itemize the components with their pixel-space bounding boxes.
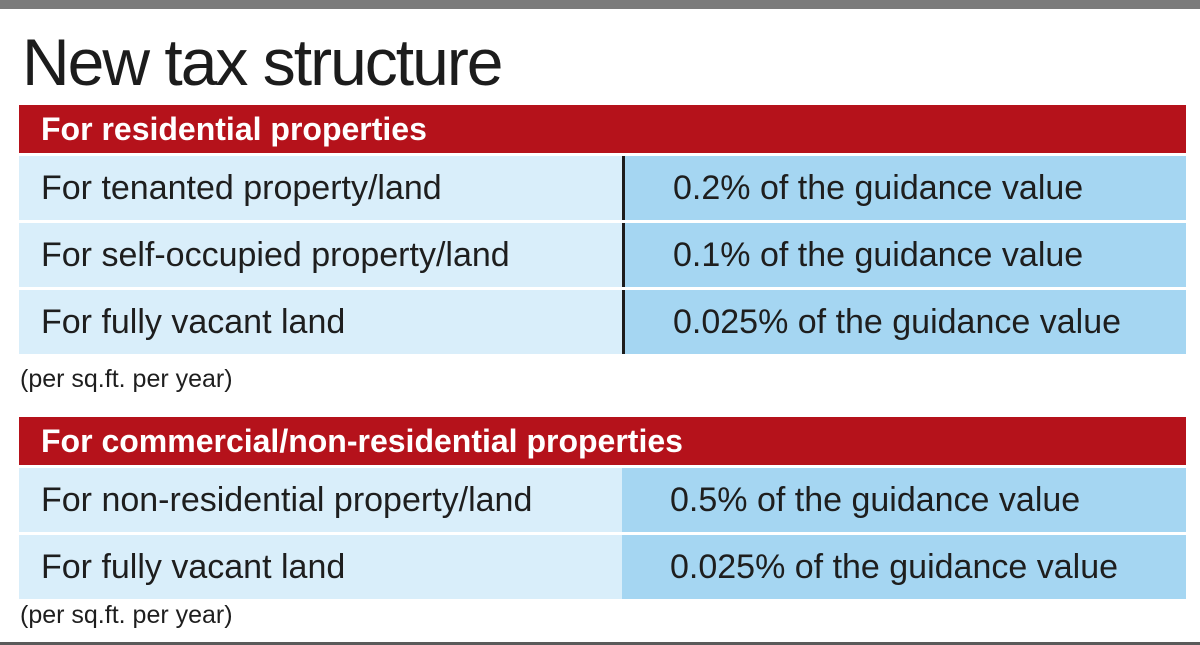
row-value: 0.025% of the guidance value [622,535,1186,599]
row-value: 0.025% of the guidance value [622,290,1186,354]
table-row: For tenanted property/land 0.2% of the g… [19,156,1186,223]
residential-section-header: For residential properties [19,105,1186,153]
row-label: For fully vacant land [19,290,622,354]
page-title: New tax structure [22,25,503,99]
row-label: For tenanted property/land [19,156,622,220]
row-value: 0.1% of the guidance value [622,223,1186,287]
commercial-section-header: For commercial/non-residential propertie… [19,417,1186,465]
row-value: 0.5% of the guidance value [622,468,1186,532]
row-label: For fully vacant land [19,535,622,599]
commercial-tax-table: For non-residential property/land 0.5% o… [19,468,1186,602]
bottom-rule [0,642,1200,645]
table-row: For fully vacant land 0.025% of the guid… [19,535,1186,602]
row-label: For self-occupied property/land [19,223,622,287]
table-row: For non-residential property/land 0.5% o… [19,468,1186,535]
residential-unit-note: (per sq.ft. per year) [20,365,233,393]
table-row: For self-occupied property/land 0.1% of … [19,223,1186,290]
row-value: 0.2% of the guidance value [622,156,1186,220]
top-rule [0,0,1200,9]
commercial-unit-note: (per sq.ft. per year) [20,601,233,629]
residential-tax-table: For tenanted property/land 0.2% of the g… [19,156,1186,357]
row-label: For non-residential property/land [19,468,622,532]
table-row: For fully vacant land 0.025% of the guid… [19,290,1186,357]
